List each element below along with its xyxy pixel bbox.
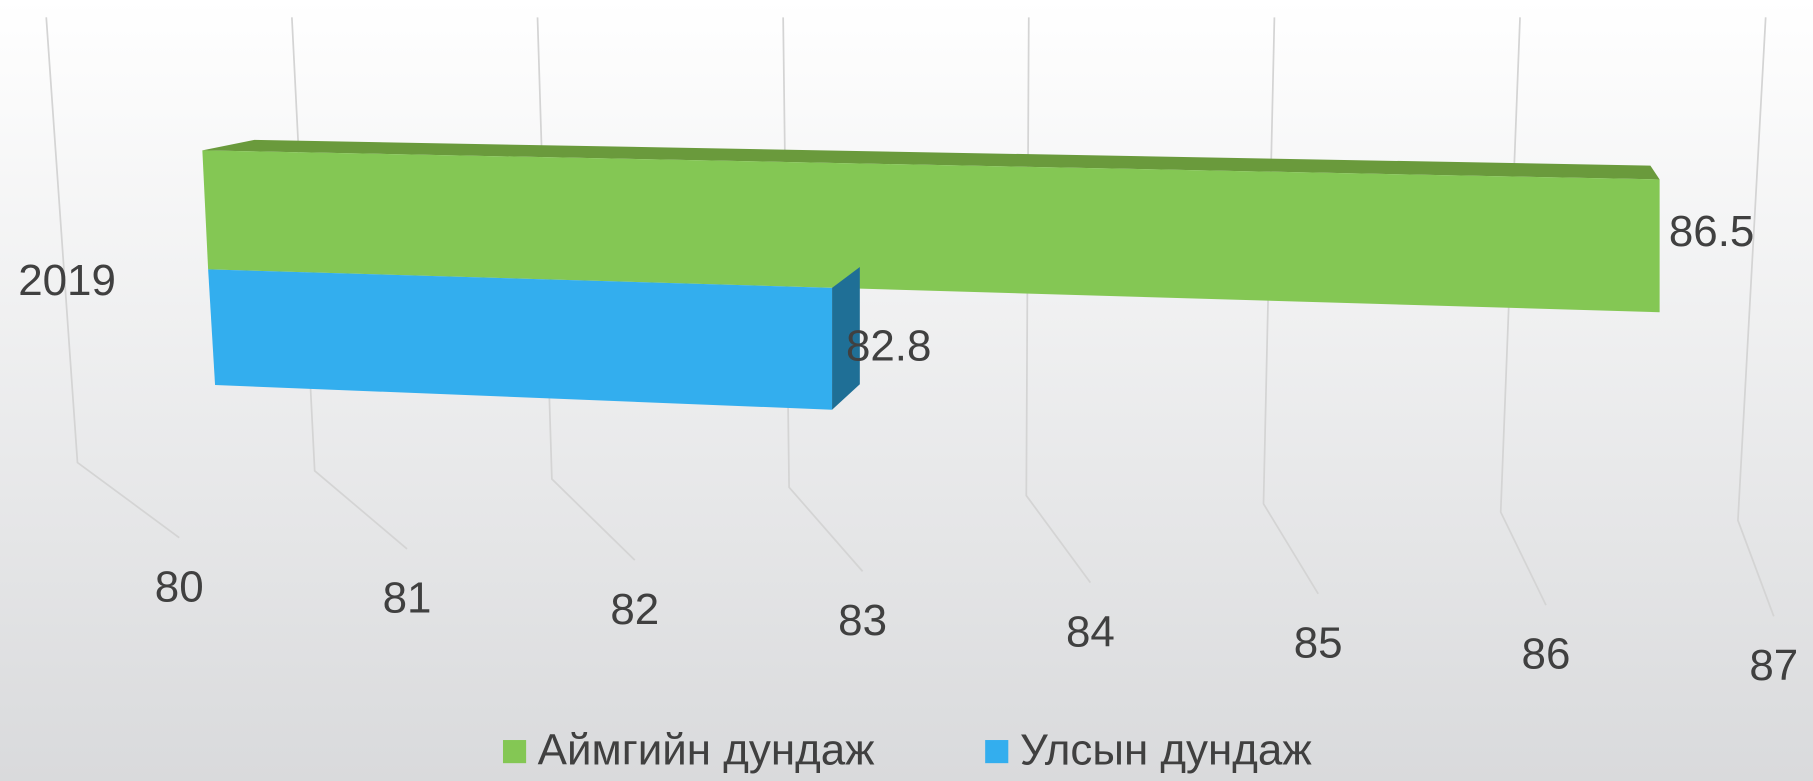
x-tick-label: 83 xyxy=(838,596,887,645)
x-tick-label: 81 xyxy=(383,574,432,623)
x-tick-label: 87 xyxy=(1749,641,1798,690)
legend-swatch xyxy=(985,740,1009,764)
x-tick-label: 82 xyxy=(610,585,659,634)
bar xyxy=(208,269,833,410)
legend-swatch xyxy=(502,740,527,764)
plot-area: 80 81 82 83 84 85 86 87 86.5 82.8 2019 Аймгийн дунд… xyxy=(18,17,1798,774)
x-tick-label: 86 xyxy=(1522,630,1571,679)
x-tick-label: 84 xyxy=(1066,607,1115,656)
data-label: 82.8 xyxy=(846,321,932,370)
bar-side xyxy=(832,267,860,410)
bar-top xyxy=(202,139,1660,180)
grid-line xyxy=(45,17,180,539)
x-tick-label: 85 xyxy=(1294,618,1343,667)
grid-line xyxy=(1737,17,1775,617)
bar xyxy=(202,150,1660,313)
y-tick-label: 2019 xyxy=(18,256,116,305)
x-tick-label: 80 xyxy=(155,562,204,611)
legend-label: Аймгийн дундаж xyxy=(538,725,875,774)
legend-label: Улсын дундаж xyxy=(1020,725,1312,774)
data-label: 86.5 xyxy=(1669,207,1755,256)
